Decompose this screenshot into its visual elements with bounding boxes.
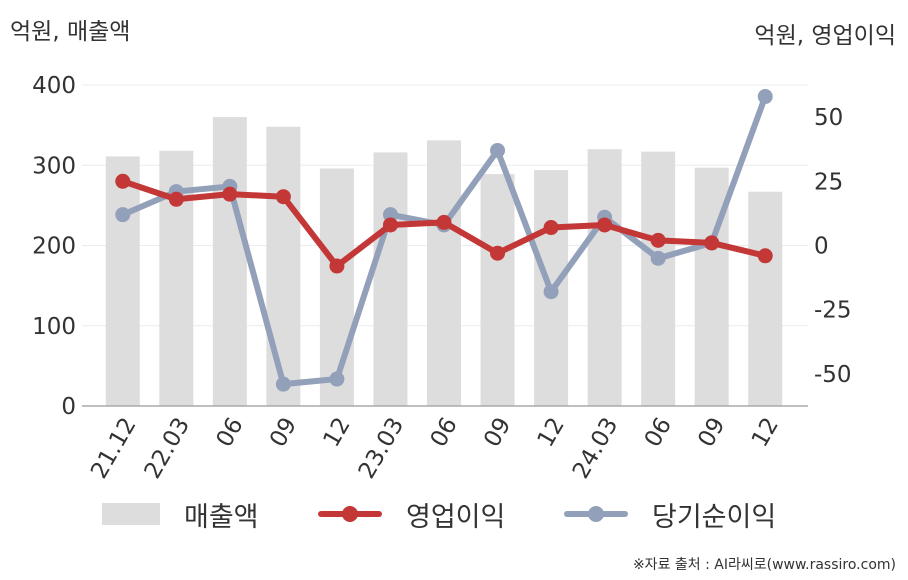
op-income-point (168, 191, 184, 207)
op-income-point (490, 245, 506, 261)
right-axis-unit: 억원, 영업이익 (754, 23, 896, 49)
revenue-bar (212, 117, 247, 406)
legend-item-net-income: 당기순이익 (564, 492, 776, 536)
x-tick-label: 06 (640, 413, 677, 451)
net-income-point (382, 207, 398, 223)
x-tick-label: 06 (212, 413, 249, 451)
op-income-point (436, 214, 452, 230)
y-right-tick-label: -50 (814, 362, 852, 388)
y-right-tick-label: 25 (814, 169, 843, 195)
revenue-bar (427, 140, 461, 406)
net-income-point (757, 89, 773, 105)
legend-item-op-income: 영업이익 (318, 492, 505, 536)
revenue-bar (373, 152, 408, 406)
y-left-tick-label: 0 (61, 394, 76, 420)
revenue-bars (105, 117, 783, 406)
legend-label-net-income: 당기순이익 (652, 501, 777, 533)
revenue-bar (748, 191, 783, 406)
x-tick-label: 12 (319, 413, 356, 451)
revenue-bar (641, 151, 676, 406)
op-income-point (650, 232, 666, 248)
left-axis-unit: 억원, 매출액 (10, 19, 131, 45)
net-income-point (115, 207, 131, 223)
net-income-point (275, 376, 291, 392)
x-tick-label: 21.12 (86, 413, 141, 483)
x-tick-label: 12 (533, 413, 570, 451)
legend-swatch-revenue (102, 503, 160, 525)
chart-legend: 매출액 영업이익 당기순이익 (0, 492, 908, 536)
legend-item-revenue: 매출액 (102, 492, 259, 536)
legend-label-revenue: 매출액 (184, 501, 259, 533)
x-tick-label: 06 (426, 413, 463, 451)
net-income-point (543, 284, 559, 300)
y-left-tick-label: 200 (32, 234, 76, 260)
y-left-tick-label: 300 (32, 153, 76, 179)
x-tick-label: 09 (693, 413, 730, 451)
op-income-point (543, 220, 559, 236)
x-tick-label: 24.03 (568, 413, 623, 483)
legend-label-op-income: 영업이익 (406, 501, 506, 533)
op-income-point (275, 189, 291, 205)
x-tick-label: 09 (479, 413, 516, 451)
revenue-bar (480, 174, 515, 406)
y-right-tick-label: -25 (814, 298, 852, 324)
net-income-point (490, 142, 506, 158)
x-tick-label: 12 (747, 413, 784, 451)
revenue-bar (105, 156, 140, 406)
y-left-tick-label: 100 (32, 314, 76, 340)
x-tick-label: 09 (265, 413, 302, 451)
op-income-point (115, 173, 131, 189)
op-income-point (757, 248, 773, 264)
x-tick-label: 22.03 (140, 413, 195, 483)
op-income-point (704, 235, 720, 251)
op-income-point (329, 258, 345, 274)
revenue-bar (319, 168, 354, 406)
y-right-tick-label: 50 (814, 105, 843, 131)
legend-swatch-op-income (318, 503, 382, 525)
legend-swatch-net-income (564, 503, 628, 525)
revenue-bar (266, 126, 301, 406)
y-left-tick-label: 400 (32, 73, 76, 99)
x-tick-label: 23.03 (354, 413, 409, 483)
revenue-bar (587, 149, 622, 406)
source-credit: ※자료 출처 : AI라씨로(www.rassiro.com) (632, 557, 896, 573)
op-income-point (222, 186, 238, 202)
op-income-point (597, 217, 613, 233)
op-income-point (382, 217, 398, 233)
y-right-tick-label: 0 (814, 234, 829, 260)
line-series (115, 89, 773, 392)
net-income-point (650, 250, 666, 266)
net-income-point (329, 371, 345, 387)
